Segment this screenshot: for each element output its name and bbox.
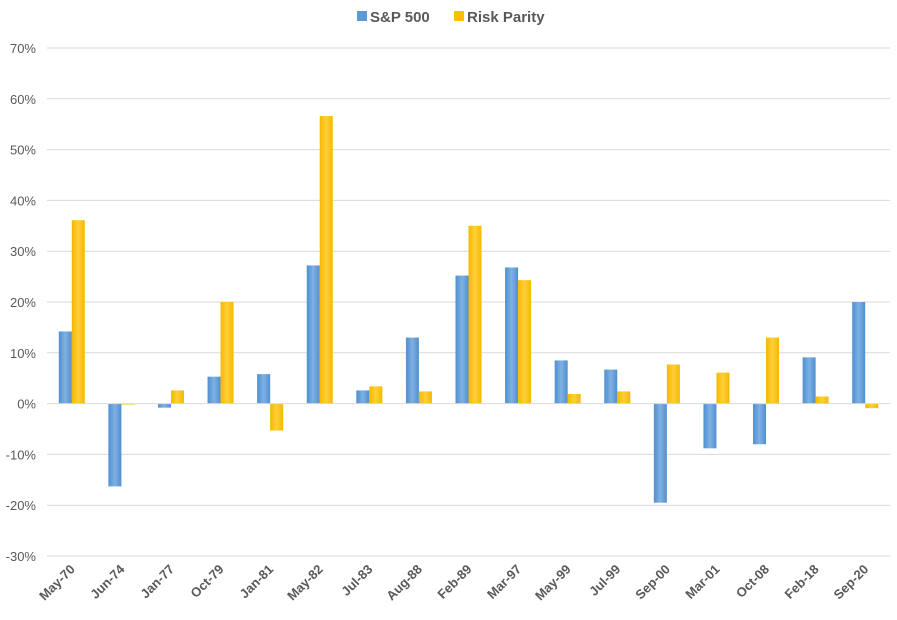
x-tick-label: Sep-00 [632,562,673,603]
bar-risk-parity [518,280,532,404]
y-tick-label: -10% [6,447,37,462]
x-tick-label: May-99 [532,562,574,604]
bar-sp500 [405,337,419,404]
x-tick-label: Jun-74 [87,561,128,602]
bar-risk-parity [617,391,631,404]
bar-sp500 [58,331,72,404]
bar-sp500 [604,369,618,404]
x-tick-label: Jul-99 [586,562,623,599]
y-tick-label: 50% [10,143,36,158]
bar-risk-parity [865,403,879,409]
bar-risk-parity [815,396,829,404]
y-axis-tick-labels: -30% -20% -10% 0% 10% 20% 30% 40% 50% 60% 70% [6,41,37,564]
x-tick-label: Jan-77 [137,562,177,602]
bar-risk-parity [418,391,432,404]
bar-risk-parity [716,372,730,404]
bar-sp500 [157,403,171,408]
legend-swatch-risk-parity [454,11,464,21]
y-tick-label: 40% [10,193,36,208]
bar-risk-parity [121,403,135,405]
legend-swatch-sp500 [357,11,367,21]
x-tick-label: Feb-18 [782,562,822,602]
bar-sp500 [108,403,122,487]
x-axis-tick-labels: May-70 Jun-74 Jan-77 Oct-79 Jan-81 May-82 Jul-… [36,561,871,603]
x-tick-label: Oct-08 [733,562,772,601]
bar-risk-parity [369,386,383,404]
x-tick-label: Jan-81 [237,562,277,602]
x-tick-label: Feb-89 [434,562,474,602]
bar-risk-parity [220,302,234,404]
y-tick-label: 60% [10,92,36,107]
x-tick-label: Jul-83 [338,562,375,599]
bar-sp500 [207,376,221,404]
bar-risk-parity [319,116,333,404]
bar-risk-parity [170,390,184,404]
bar-sp500 [653,403,667,503]
bar-sp500 [852,302,866,404]
bar-sp500 [802,357,816,404]
bar-sp500 [505,267,519,404]
legend-label-risk-parity: Risk Parity [467,9,545,26]
y-tick-label: 30% [10,244,36,259]
x-tick-label: Sep-20 [831,562,872,603]
legend: S&P 500 Risk Parity [357,9,545,26]
bar-risk-parity [270,403,284,431]
y-tick-label: 10% [10,346,36,361]
y-tick-label: 70% [10,41,36,56]
bar-sp500 [356,390,370,404]
y-tick-label: 20% [10,295,36,310]
x-tick-label: May-82 [284,562,326,604]
y-tick-label: -30% [6,549,37,564]
bar-sp500 [703,403,717,449]
x-tick-label: Mar-97 [484,562,524,602]
bar-risk-parity [468,225,482,404]
bar-risk-parity [567,393,581,404]
bar-sp500 [554,360,568,404]
x-tick-label: Mar-01 [682,562,722,602]
bar-sp500 [753,403,767,445]
bar-risk-parity [766,337,780,404]
y-tick-label: -20% [6,498,37,513]
bar-risk-parity [71,220,85,404]
bar-risk-parity [666,364,680,404]
bar-sp500 [257,374,271,404]
x-tick-label: Oct-79 [187,562,226,601]
bar-sp500 [455,275,469,404]
legend-label-sp500: S&P 500 [370,9,430,26]
bars [58,116,879,503]
x-tick-label: May-70 [36,562,78,604]
x-tick-label: Aug-88 [383,562,425,604]
y-tick-label: 0% [17,397,36,412]
bar-sp500 [306,265,320,404]
